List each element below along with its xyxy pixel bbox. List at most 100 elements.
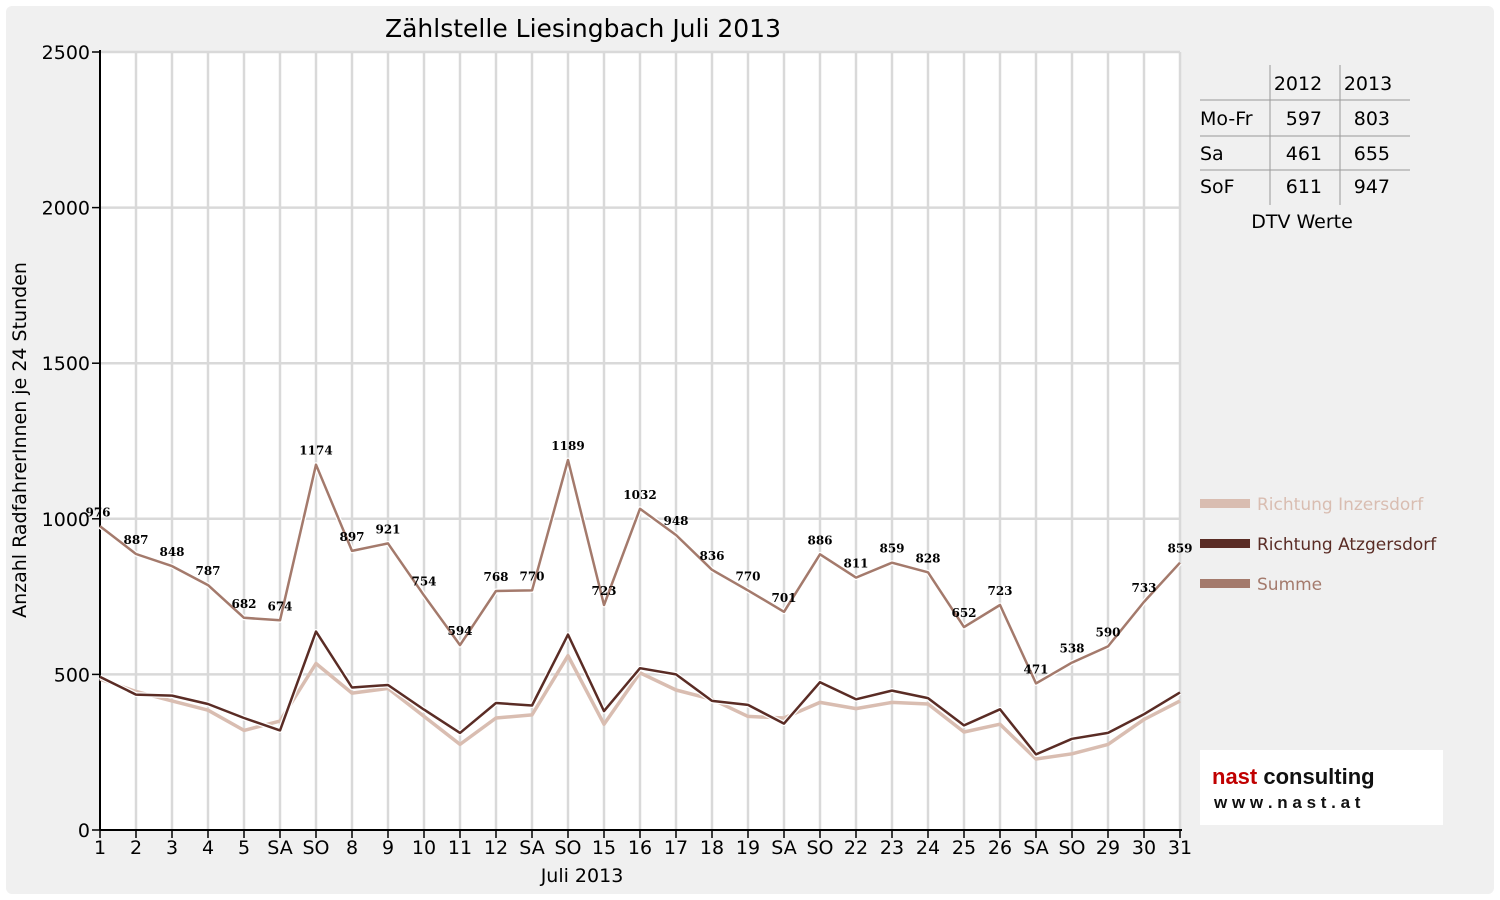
x-axis-title: Juli 2013 xyxy=(540,865,624,887)
table-cell: 611 xyxy=(1286,176,1322,198)
data-label: 1032 xyxy=(623,488,656,502)
series-line-inzersdorf xyxy=(99,653,1181,761)
y-tick-label: 1000 xyxy=(42,509,90,531)
data-label: 652 xyxy=(951,606,976,620)
data-label: 976 xyxy=(85,505,110,519)
data-label: 674 xyxy=(267,599,292,613)
y-axis-title: Anzahl RadfahrerInnen je 24 Stunden xyxy=(9,262,31,618)
data-label: 859 xyxy=(1167,542,1192,556)
x-tick-label: SA xyxy=(771,837,796,859)
data-label: 787 xyxy=(195,564,220,578)
data-label: 682 xyxy=(231,597,256,611)
chart-title: Zählstelle Liesingbach Juli 2013 xyxy=(385,14,781,43)
logo-box xyxy=(1200,750,1443,825)
data-label: 723 xyxy=(987,584,1012,598)
table-cell: 461 xyxy=(1286,143,1322,165)
x-tick-label: SO xyxy=(1058,837,1085,859)
x-tick-label: 16 xyxy=(628,837,652,859)
legend-label: Richtung Inzersdorf xyxy=(1257,495,1424,515)
x-tick-label: 23 xyxy=(880,837,904,859)
series-lines xyxy=(98,457,1182,761)
data-labels: 976 887 848 787 682 674 1174 897 921 754 594 768 770… xyxy=(85,439,1192,676)
x-tick-label: 24 xyxy=(916,837,940,859)
x-tick-label: SO xyxy=(554,837,581,859)
data-label: 1174 xyxy=(299,444,332,458)
x-tick-label: 1 xyxy=(94,837,106,859)
data-label: 538 xyxy=(1059,642,1084,656)
data-label: 754 xyxy=(411,574,436,588)
data-label: 768 xyxy=(483,570,508,584)
data-label: 848 xyxy=(159,545,184,559)
x-tick-label: SO xyxy=(806,837,833,859)
legend: Richtung Inzersdorf Richtung Atzgersdorf S… xyxy=(1200,495,1437,595)
y-tick-label: 2500 xyxy=(42,42,90,64)
x-tick-label: 22 xyxy=(844,837,868,859)
y-tick-label: 2000 xyxy=(42,198,90,220)
x-axis-ticks: 1 2 3 4 5 SA SO 8 9 10 11 12 SA SO 15 16 17 18 19 SA SO 22 23 2… xyxy=(94,830,1192,859)
x-tick-label: 3 xyxy=(166,837,178,859)
legend-label: Summe xyxy=(1257,575,1322,595)
logo-brand-second: consulting xyxy=(1257,764,1374,789)
data-label: 921 xyxy=(375,522,400,536)
x-tick-label: 25 xyxy=(952,837,976,859)
x-tick-label: 5 xyxy=(238,837,250,859)
table-cell: 803 xyxy=(1354,108,1390,130)
table-cell: 947 xyxy=(1354,176,1390,198)
legend-swatch xyxy=(1200,539,1250,548)
table-header-2012: 2012 xyxy=(1274,73,1322,95)
x-tick-label: SA xyxy=(519,837,544,859)
legend-label: Richtung Atzgersdorf xyxy=(1257,535,1437,555)
x-tick-label: 2 xyxy=(130,837,142,859)
data-label: 859 xyxy=(879,542,904,556)
x-tick-label: 8 xyxy=(346,837,358,859)
y-axis-ticks: 0 500 1000 1500 2000 2500 xyxy=(42,42,100,842)
x-tick-label: 29 xyxy=(1096,837,1120,859)
data-label: 836 xyxy=(699,549,724,563)
y-tick-label: 1500 xyxy=(42,353,90,375)
table-cell: 655 xyxy=(1354,143,1390,165)
data-label: 886 xyxy=(807,533,832,547)
table-row-label: Sa xyxy=(1200,143,1224,165)
data-label: 828 xyxy=(915,551,940,565)
table-caption: DTV Werte xyxy=(1251,211,1353,233)
data-label: 471 xyxy=(1023,662,1048,676)
data-label: 594 xyxy=(447,624,472,638)
table-row-label: SoF xyxy=(1200,176,1235,198)
x-tick-label: 10 xyxy=(412,837,436,859)
table-row-label: Mo-Fr xyxy=(1200,108,1253,130)
x-tick-label: 30 xyxy=(1132,837,1156,859)
x-tick-label: 15 xyxy=(592,837,616,859)
y-tick-label: 0 xyxy=(78,820,90,842)
series-line-atzgersdorf xyxy=(99,630,1181,756)
x-tick-label: 11 xyxy=(448,837,472,859)
legend-swatch xyxy=(1200,499,1250,508)
table-cell: 597 xyxy=(1286,108,1322,130)
series-line-summe xyxy=(99,458,1181,685)
dtv-table: 2012 2013 Mo-Fr 597 803 Sa 461 655 SoF 6… xyxy=(1200,65,1410,233)
x-tick-label: 18 xyxy=(700,837,724,859)
x-tick-label: 17 xyxy=(664,837,688,859)
x-tick-label: SA xyxy=(1023,837,1048,859)
logo-url: w w w . n a s t . a t xyxy=(1213,793,1361,812)
x-tick-label: SA xyxy=(267,837,292,859)
data-label: 948 xyxy=(663,514,688,528)
x-tick-label: 26 xyxy=(988,837,1012,859)
company-logo: nast consulting w w w . n a s t . a t xyxy=(1200,750,1443,825)
data-label: 590 xyxy=(1095,625,1120,639)
x-tick-label: 12 xyxy=(484,837,508,859)
logo-brand-first: nast xyxy=(1212,764,1258,789)
data-label: 897 xyxy=(339,530,364,544)
x-tick-label: 9 xyxy=(382,837,394,859)
data-label: 887 xyxy=(123,533,148,547)
logo-brand: nast consulting xyxy=(1212,764,1375,789)
data-label: 733 xyxy=(1131,581,1156,595)
x-tick-label: 31 xyxy=(1168,837,1192,859)
x-tick-label: SO xyxy=(302,837,329,859)
data-label: 701 xyxy=(771,591,796,605)
y-tick-label: 500 xyxy=(54,664,90,686)
x-tick-label: 4 xyxy=(202,837,214,859)
data-label: 770 xyxy=(735,569,760,583)
x-tick-label: 19 xyxy=(736,837,760,859)
table-header-2013: 2013 xyxy=(1344,73,1392,95)
